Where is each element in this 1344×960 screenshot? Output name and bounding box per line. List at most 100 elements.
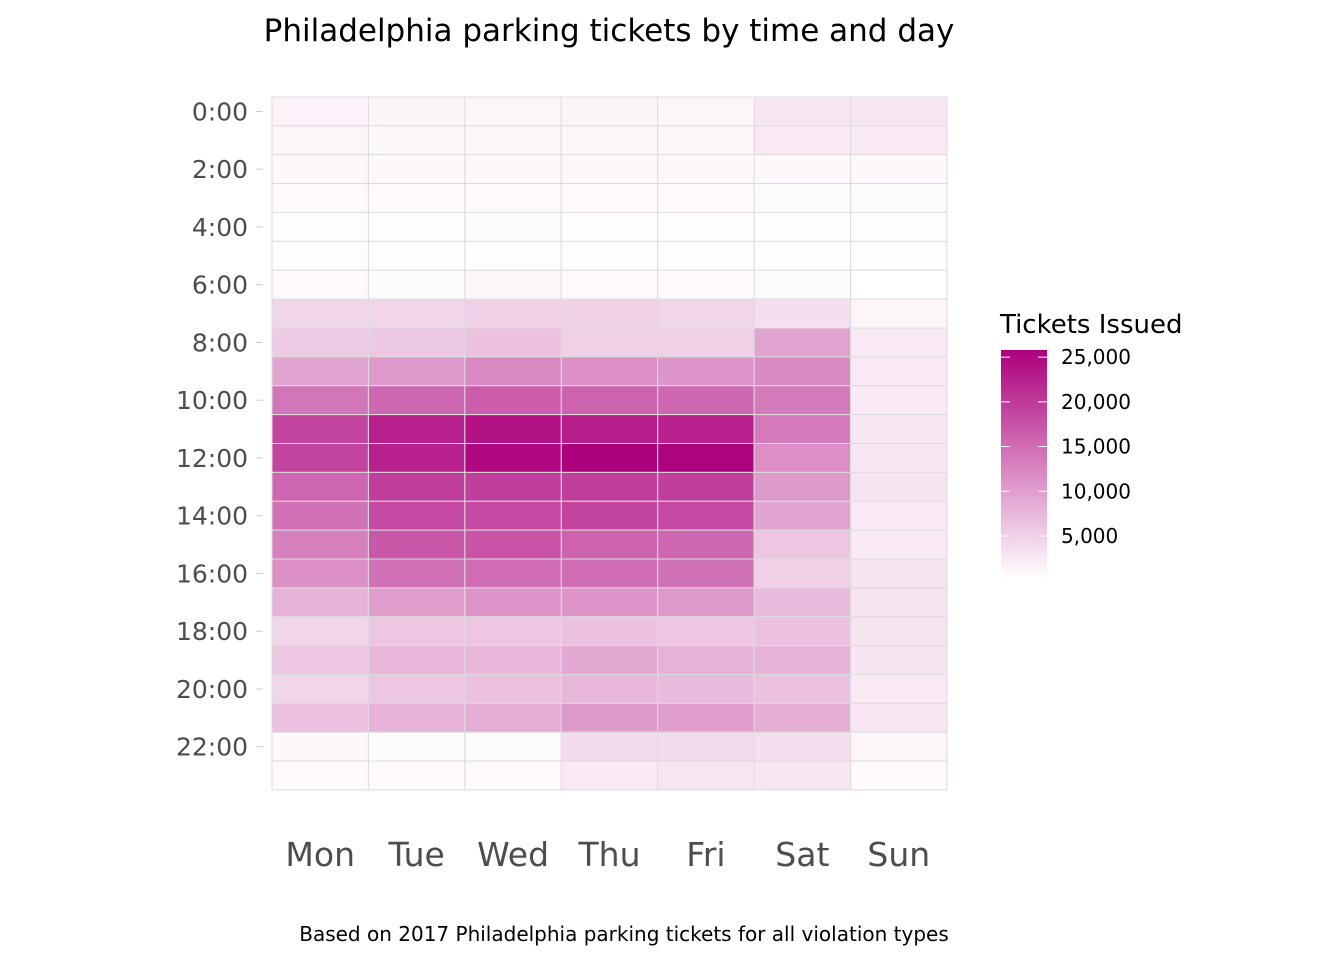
heatmap-tile <box>271 125 369 156</box>
heatmap-tile <box>657 154 755 185</box>
heatmap-tile <box>367 154 466 185</box>
heatmap-tile <box>464 471 562 502</box>
heatmap-tile <box>464 731 562 762</box>
heatmap-tile <box>367 385 466 416</box>
legend: Tickets Issued 25,000 20,000 15,000 10,000 5… <box>999 310 1182 578</box>
legend-title: Tickets Issued <box>999 310 1182 340</box>
heatmap-tile <box>271 327 369 358</box>
heatmap-tile <box>560 327 659 358</box>
heatmap-tile <box>367 645 466 675</box>
heatmap-tile <box>850 500 948 531</box>
heatmap-tiles <box>271 96 948 791</box>
heatmap-tile <box>271 587 369 618</box>
heatmap-tile <box>850 587 948 618</box>
heatmap-tile <box>271 212 369 242</box>
heatmap-tile <box>560 760 659 791</box>
heatmap-tile <box>560 96 659 127</box>
heatmap-tile <box>850 298 948 329</box>
heatmap-tile <box>657 760 755 791</box>
heatmap-tile <box>464 702 562 733</box>
heatmap-tile <box>753 414 852 444</box>
legend-colorbar <box>1001 350 1047 578</box>
heatmap-tile <box>753 616 852 647</box>
y-tick-label: 8:00 <box>192 328 248 357</box>
heatmap-tile <box>850 558 948 589</box>
heatmap-tile <box>464 500 562 531</box>
heatmap-tile <box>367 269 466 300</box>
heatmap-tile <box>367 731 466 762</box>
heatmap-tile <box>850 414 948 444</box>
y-tick-label: 22:00 <box>176 733 248 762</box>
heatmap-tile <box>657 471 755 502</box>
x-tick-label: Tue <box>387 835 444 874</box>
heatmap-tile <box>367 616 466 647</box>
heatmap-tile <box>367 587 466 618</box>
heatmap-tile <box>464 587 562 618</box>
heatmap-tile <box>850 212 948 242</box>
heatmap-tile <box>657 587 755 618</box>
heatmap-tile <box>560 702 659 733</box>
heatmap-tile <box>464 645 562 675</box>
heatmap-tile <box>560 674 659 704</box>
heatmap-tile <box>657 356 755 387</box>
heatmap-tile <box>367 674 466 704</box>
heatmap-tile <box>271 674 369 704</box>
heatmap-tile <box>850 443 948 473</box>
heatmap-tile <box>657 443 755 473</box>
x-tick-label: Wed <box>477 835 549 874</box>
y-tick-label: 4:00 <box>192 213 248 242</box>
heatmap-tile <box>657 385 755 416</box>
heatmap-tile <box>560 212 659 242</box>
heatmap-tile <box>657 529 755 560</box>
heatmap-tile <box>464 125 562 156</box>
x-tick-label: Sun <box>867 835 930 874</box>
heatmap-tile <box>753 183 852 213</box>
heatmap-tile <box>560 731 659 762</box>
heatmap-tile <box>657 96 755 127</box>
heatmap-tile <box>560 298 659 329</box>
heatmap-tile <box>271 298 369 329</box>
heatmap-tile <box>464 298 562 329</box>
heatmap-tile <box>464 385 562 416</box>
heatmap-tile <box>753 96 852 127</box>
heatmap-tile <box>271 731 369 762</box>
heatmap-tile <box>367 327 466 358</box>
heatmap-tile <box>464 414 562 444</box>
heatmap-tile <box>464 269 562 300</box>
heatmap-tile <box>560 529 659 560</box>
heatmap-tile <box>753 702 852 733</box>
heatmap-tile <box>367 760 466 791</box>
heatmap-tile <box>367 471 466 502</box>
heatmap-tile <box>753 298 852 329</box>
heatmap-tile <box>367 356 466 387</box>
y-tick-label: 2:00 <box>192 155 248 184</box>
heatmap-tile <box>657 731 755 762</box>
y-tick-label: 6:00 <box>192 271 248 300</box>
heatmap-tile <box>753 269 852 300</box>
heatmap-tile <box>753 587 852 618</box>
heatmap-tile <box>753 154 852 185</box>
heatmap-tile <box>271 616 369 647</box>
heatmap-tile <box>850 240 948 271</box>
heatmap-tile <box>753 500 852 531</box>
heatmap-tile <box>657 500 755 531</box>
heatmap-tile <box>271 269 369 300</box>
heatmap-tile <box>657 183 755 213</box>
heatmap-tile <box>560 154 659 185</box>
x-tick-label: Fri <box>686 835 725 874</box>
heatmap-tile <box>464 356 562 387</box>
heatmap-tile <box>753 731 852 762</box>
heatmap-tile <box>271 154 369 185</box>
heatmap-tile <box>850 731 948 762</box>
heatmap-tile <box>367 212 466 242</box>
heatmap-tile <box>464 183 562 213</box>
heatmap-tile <box>560 443 659 473</box>
heatmap-tile <box>271 558 369 589</box>
y-tick-label: 18:00 <box>176 617 248 646</box>
y-tick-label: 10:00 <box>176 386 248 415</box>
legend-tick-label: 15,000 <box>1061 435 1131 459</box>
heatmap-tile <box>850 96 948 127</box>
heatmap-tile <box>560 500 659 531</box>
heatmap-tile <box>560 414 659 444</box>
